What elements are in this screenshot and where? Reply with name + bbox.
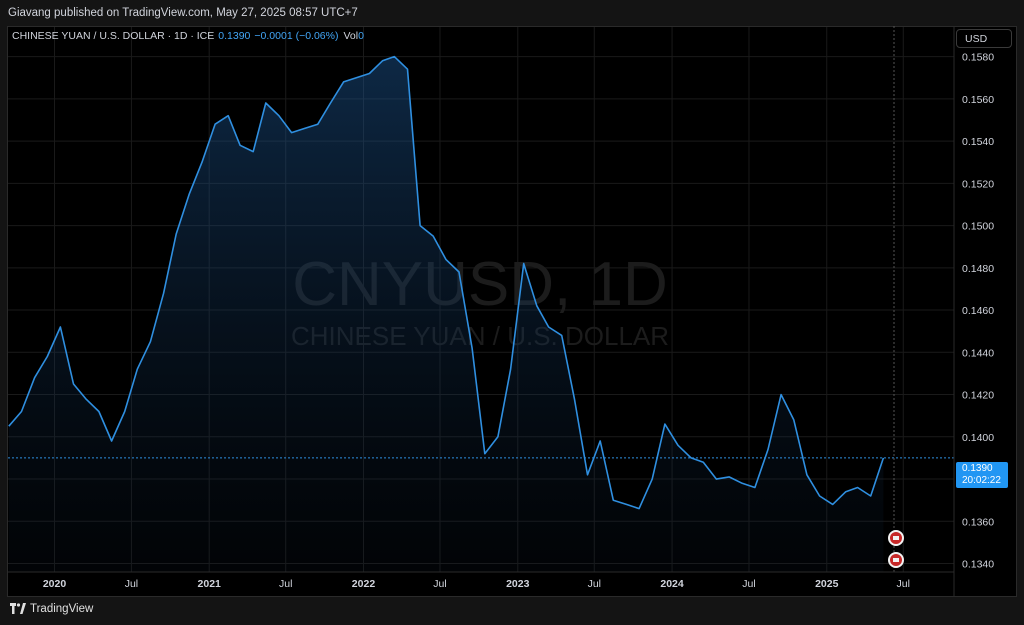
- us-flag-event-icon[interactable]: [888, 552, 904, 568]
- bar-countdown: 20:02:22: [962, 475, 1001, 486]
- legend-price: 0.1390: [218, 30, 251, 42]
- x-tick-label: 2025: [815, 578, 839, 590]
- y-tick-label: 0.1400: [962, 432, 994, 444]
- us-flag-event-icon[interactable]: [888, 530, 904, 546]
- symbol-legend: CHINESE YUAN / U.S. DOLLAR · 1D · ICE 0.1…: [12, 28, 364, 44]
- x-tick-label: 2023: [506, 578, 530, 590]
- currency-button[interactable]: USD: [956, 29, 1012, 48]
- y-tick-label: 0.1480: [962, 263, 994, 275]
- y-tick-label: 0.1560: [962, 94, 994, 106]
- x-tick-label: Jul: [588, 578, 601, 590]
- legend-change: −0.0001 (−0.06%): [254, 30, 339, 42]
- x-tick-label: 2020: [43, 578, 67, 590]
- x-tick-label: Jul: [279, 578, 292, 590]
- y-tick-label: 0.1500: [962, 221, 994, 233]
- footer-brand-text: TradingView: [30, 603, 94, 615]
- x-tick-label: Jul: [125, 578, 138, 590]
- y-tick-label: 0.1460: [962, 305, 994, 317]
- x-tick-label: 2024: [660, 578, 684, 590]
- price-line: [8, 55, 885, 510]
- legend-vol-label: Vol: [343, 30, 359, 42]
- x-tick-label: Jul: [742, 578, 755, 590]
- x-tick-label: Jul: [433, 578, 446, 590]
- time-axis[interactable]: 2020 Jul 2021 Jul 2022 Jul 2023 Jul 2024 Jul 2025 J…: [43, 578, 910, 590]
- last-price-tag: 0.1390 20:02:22: [956, 462, 1008, 488]
- publisher-text: Giavang published on TradingView.com, Ma…: [8, 7, 358, 19]
- y-tick-label: 0.1340: [962, 559, 994, 571]
- legend-vol-value: 0: [358, 30, 364, 42]
- y-tick-label: 0.1580: [962, 52, 994, 64]
- y-tick-label: 0.1520: [962, 178, 994, 190]
- y-tick-label: 0.1420: [962, 390, 994, 402]
- x-tick-label: 2021: [198, 578, 222, 590]
- price-axis[interactable]: 0.13400.13600.13800.14000.14200.14400.14…: [962, 52, 994, 571]
- x-tick-label: Jul: [897, 578, 910, 590]
- footer-brand[interactable]: TradingView: [10, 600, 93, 618]
- symbol-title: CHINESE YUAN / U.S. DOLLAR · 1D · ICE: [12, 30, 215, 42]
- price-area-fill: [8, 56, 884, 573]
- publisher-header: Giavang published on TradingView.com, Ma…: [0, 0, 1024, 26]
- last-price-value: 0.1390: [962, 463, 993, 474]
- y-tick-label: 0.1440: [962, 347, 994, 359]
- tradingview-logo-icon: [10, 603, 26, 614]
- y-tick-label: 0.1360: [962, 516, 994, 528]
- x-tick-label: 2022: [352, 578, 376, 590]
- y-tick-label: 0.1540: [962, 136, 994, 148]
